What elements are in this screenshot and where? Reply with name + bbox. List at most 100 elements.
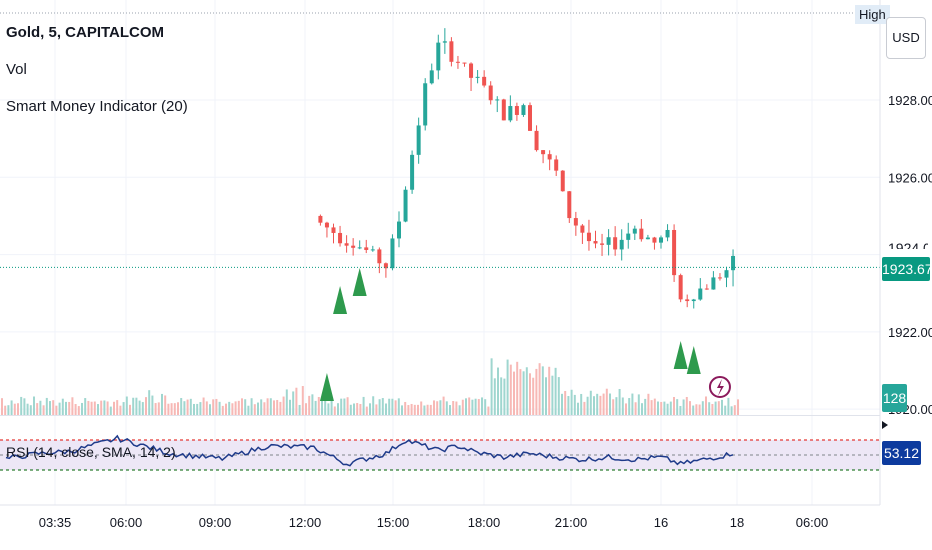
volume-bar: [314, 400, 317, 415]
volume-bar: [183, 401, 186, 415]
volume-bar: [548, 366, 551, 415]
grid-lines: [0, 0, 880, 505]
candle-body: [606, 237, 611, 245]
volume-bar: [695, 404, 698, 415]
candle-body: [449, 41, 454, 62]
volume-bar: [330, 399, 333, 415]
volume-bar: [628, 398, 631, 415]
signal-up-arrow: [352, 268, 367, 296]
volume-bar: [429, 404, 432, 415]
volume-bar: [305, 403, 307, 415]
volume-bar: [311, 394, 314, 415]
volume-bar: [71, 397, 74, 415]
volume-bar: [263, 402, 266, 415]
volume-bar: [29, 405, 32, 415]
volume-bar: [199, 402, 202, 415]
volume-bar: [285, 389, 288, 415]
volume-bar: [481, 397, 483, 415]
volume-bar: [717, 401, 720, 415]
volume-bar: [298, 404, 301, 415]
volume-bar: [660, 401, 663, 415]
volume-bar: [497, 367, 499, 415]
legend-symbol[interactable]: Gold, 5, CAPITALCOM: [6, 24, 165, 41]
volume-bar: [561, 393, 563, 415]
volume-bar: [327, 403, 330, 415]
candle-body: [442, 41, 447, 43]
volume-bar: [84, 398, 87, 415]
volume-bar: [452, 401, 455, 415]
volume-bar: [340, 398, 343, 415]
candle-body: [586, 232, 591, 242]
volume-bar: [231, 403, 234, 415]
signal-up-arrow: [686, 346, 701, 374]
candle-body: [455, 61, 460, 63]
legend-rsi[interactable]: RSI (14, close, SMA, 14, 2): [6, 444, 176, 460]
volume-bar: [212, 399, 215, 415]
volume-bar: [634, 402, 637, 415]
volume-bar: [122, 402, 125, 415]
volume-bar: [13, 403, 16, 415]
legend-indicator[interactable]: Smart Money Indicator (20): [6, 98, 188, 115]
volume-bar: [42, 405, 45, 415]
candle-body: [344, 243, 349, 246]
volume-bar: [241, 398, 243, 415]
volume-bar: [321, 400, 323, 415]
volume-bar: [132, 397, 135, 415]
candle-body: [711, 277, 716, 290]
volume-bar: [36, 403, 39, 415]
volume-bar: [461, 399, 464, 415]
volume-bar: [580, 393, 583, 415]
volume-bar: [692, 405, 695, 415]
volume-bar: [202, 397, 205, 415]
volume-bar: [513, 371, 515, 415]
volume-bar: [401, 405, 403, 415]
volume-bar: [586, 396, 589, 415]
volume-bar: [23, 398, 26, 415]
volume-bar: [522, 371, 525, 415]
volume-bar: [733, 405, 736, 415]
volume-bar: [26, 403, 29, 415]
volume-bar: [106, 401, 109, 415]
price-axis-panel[interactable]: [880, 0, 932, 505]
volume-bar: [676, 399, 679, 415]
volume-bar: [244, 399, 247, 415]
candlestick-series: [318, 28, 736, 309]
volume-bar: [52, 400, 55, 415]
volume-bar: [337, 403, 339, 415]
volume-bar: [516, 361, 519, 415]
price-tick-label: 1926.00: [888, 170, 932, 185]
time-tick-label: 15:00: [377, 515, 410, 530]
candle-body: [580, 225, 585, 233]
volume-bar: [180, 398, 183, 415]
volume-bar: [225, 403, 227, 415]
volume-bar: [324, 399, 327, 415]
candle-body: [560, 170, 565, 192]
volume-bar: [58, 402, 61, 415]
time-tick-label: 18: [730, 515, 744, 530]
candle-body: [488, 85, 493, 101]
time-axis-ticks: 03:35 06:00 09:00 12:00 15:00 18:00 21:00 16 18 0…: [39, 515, 829, 530]
candle-body: [495, 99, 500, 101]
volume-bar: [708, 402, 711, 415]
volume-bar: [141, 402, 144, 415]
candle-body: [678, 275, 683, 300]
candle-body: [521, 105, 526, 115]
currency-button[interactable]: USD: [886, 17, 926, 59]
time-tick-label: 16: [654, 515, 668, 530]
candle-body: [462, 62, 467, 64]
volume-bar: [279, 401, 282, 415]
rsi-levels: [0, 439, 880, 471]
volume-bar: [100, 400, 103, 415]
volume-bar: [417, 404, 419, 415]
legend-volume[interactable]: Vol: [6, 61, 27, 78]
candle-body: [717, 277, 722, 279]
candle-body: [429, 70, 434, 84]
volume-bar: [138, 400, 141, 415]
candle-body: [731, 255, 736, 271]
volume-bar: [589, 390, 592, 415]
candle-body: [331, 227, 336, 233]
volume-bar: [362, 396, 365, 415]
volume-bar: [266, 398, 269, 415]
candle-body: [410, 154, 415, 190]
